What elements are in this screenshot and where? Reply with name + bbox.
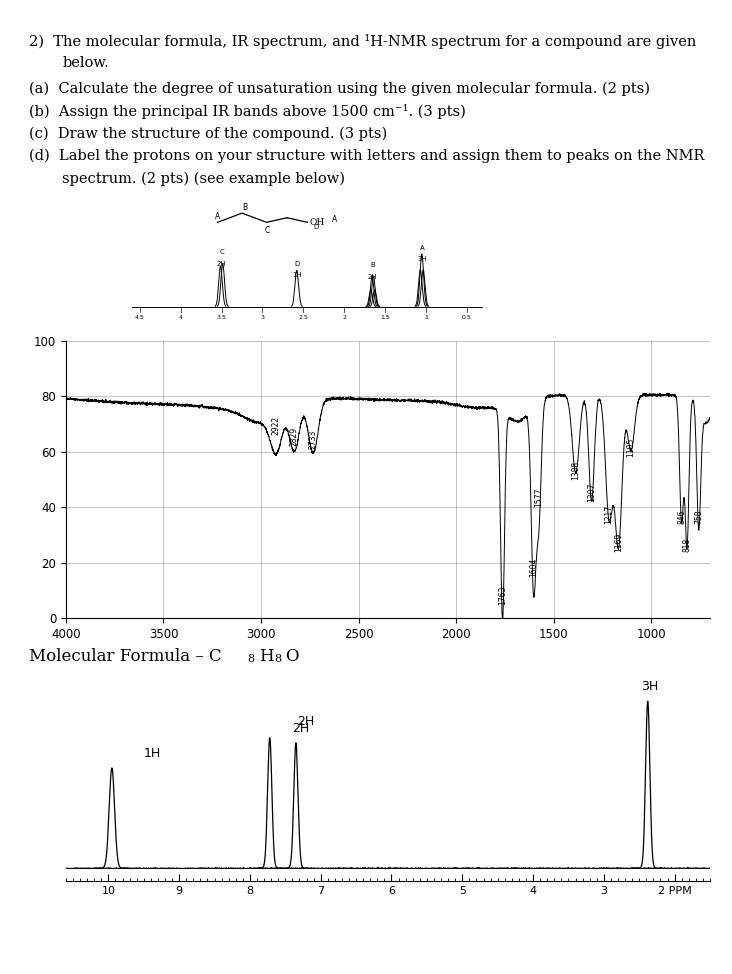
Text: 3: 3 — [261, 315, 264, 319]
Text: 1217: 1217 — [605, 505, 613, 524]
Text: 0.5: 0.5 — [462, 315, 471, 319]
Text: 3H: 3H — [417, 256, 427, 262]
Text: 2H: 2H — [296, 715, 314, 728]
Text: 4.5: 4.5 — [135, 315, 145, 319]
Text: 2.5: 2.5 — [299, 315, 308, 319]
Text: C: C — [264, 226, 270, 236]
Text: B: B — [242, 203, 247, 211]
Text: 1307: 1307 — [587, 482, 596, 502]
Text: H: H — [259, 648, 274, 664]
Text: 8: 8 — [247, 654, 255, 663]
Text: C: C — [220, 249, 224, 255]
Text: 2: 2 — [343, 315, 346, 319]
Text: 2)  The molecular formula, IR spectrum, and ¹H-NMR spectrum for a compound are g: 2) The molecular formula, IR spectrum, a… — [29, 34, 697, 49]
Text: 2829: 2829 — [290, 428, 299, 446]
Text: 2733: 2733 — [309, 430, 318, 449]
Text: 3.5: 3.5 — [217, 315, 227, 319]
Text: 758: 758 — [694, 509, 703, 524]
Text: 2922: 2922 — [272, 416, 281, 435]
Text: 1604: 1604 — [529, 557, 538, 577]
Text: (d)  Label the protons on your structure with letters and assign them to peaks o: (d) Label the protons on your structure … — [29, 149, 705, 164]
Text: D: D — [294, 261, 299, 267]
Text: A: A — [332, 214, 337, 224]
Text: 1: 1 — [424, 315, 428, 319]
Text: (a)  Calculate the degree of unsaturation using the given molecular formula. (2 : (a) Calculate the degree of unsaturation… — [29, 82, 650, 96]
Text: B: B — [370, 262, 376, 269]
Text: 8: 8 — [274, 654, 282, 663]
Text: 1388: 1388 — [571, 461, 580, 480]
Text: A: A — [215, 212, 220, 221]
Text: OH: OH — [310, 218, 325, 227]
Text: 4: 4 — [179, 315, 183, 319]
Text: 818: 818 — [682, 538, 692, 552]
Text: Molecular Formula – C: Molecular Formula – C — [29, 648, 222, 664]
Text: 1105: 1105 — [627, 438, 635, 458]
Text: D: D — [313, 224, 318, 230]
Text: 846: 846 — [677, 509, 686, 524]
Text: 2H: 2H — [217, 260, 226, 267]
Text: 2H: 2H — [368, 274, 378, 280]
Text: 1.5: 1.5 — [380, 315, 390, 319]
Text: 1H: 1H — [292, 273, 302, 279]
Text: 1577: 1577 — [534, 488, 543, 507]
Text: O: O — [285, 648, 298, 664]
Text: (c)  Draw the structure of the compound. (3 pts): (c) Draw the structure of the compound. … — [29, 127, 387, 141]
Text: 1763: 1763 — [498, 585, 507, 605]
Text: below.: below. — [62, 56, 109, 70]
Text: (b)  Assign the principal IR bands above 1500 cm⁻¹. (3 pts): (b) Assign the principal IR bands above … — [29, 104, 466, 119]
Text: 2H: 2H — [292, 722, 310, 734]
Text: A: A — [419, 244, 425, 250]
Text: 1H: 1H — [143, 747, 161, 760]
Text: spectrum. (2 pts) (see example below): spectrum. (2 pts) (see example below) — [62, 171, 346, 186]
Text: 3H: 3H — [640, 680, 658, 693]
Text: 1169: 1169 — [614, 533, 623, 552]
